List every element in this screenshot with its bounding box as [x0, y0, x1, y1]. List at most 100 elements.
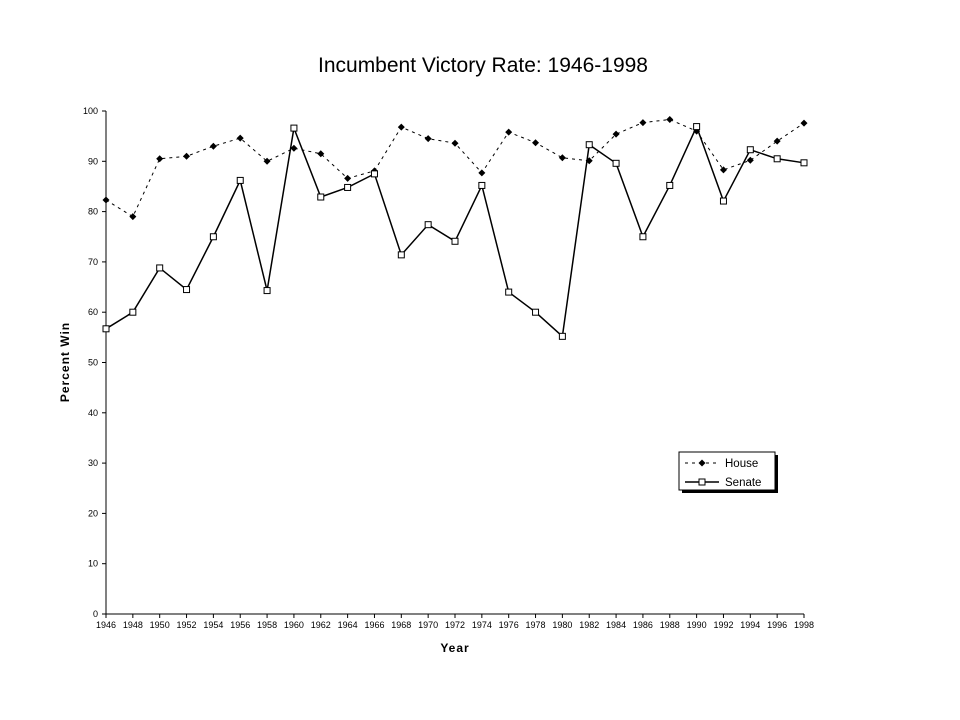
x-tick-label: 1986: [633, 620, 653, 630]
house-point: [558, 154, 566, 162]
house-point: [236, 134, 244, 142]
senate-point: [209, 233, 217, 241]
house-point: [129, 213, 137, 221]
senate-point: [719, 197, 727, 205]
house-point: [424, 135, 432, 143]
house-point: [290, 144, 298, 152]
legend: House Senate: [678, 451, 778, 493]
x-tick-label: 1966: [364, 620, 384, 630]
y-tick-label: 100: [83, 106, 98, 116]
legend-house-label: House: [725, 458, 758, 470]
senate-point: [451, 237, 459, 245]
x-tick-label: 1994: [740, 620, 760, 630]
senate-point: [746, 146, 754, 154]
y-axis-ticks: 0 10 20 30 40 50 60 70 80 90 100: [83, 106, 106, 619]
senate-point: [532, 308, 540, 316]
y-tick-label: 40: [88, 408, 98, 418]
legend-senate-label: Senate: [725, 477, 761, 489]
senate-point: [505, 288, 513, 296]
x-tick-label: 1982: [579, 620, 599, 630]
x-tick-label: 1958: [257, 620, 277, 630]
senate-point: [612, 159, 620, 167]
x-axis-ticks: 1946 1948 1950 1952 1954 1956 1958 1960 1962 1964…: [96, 614, 814, 630]
x-tick-label: 1950: [150, 620, 170, 630]
house-point: [666, 116, 674, 124]
senate-point: [290, 124, 298, 132]
x-tick-label: 1996: [767, 620, 787, 630]
y-tick-label: 20: [88, 508, 98, 518]
house-point: [209, 142, 217, 150]
x-tick-label: 1998: [794, 620, 814, 630]
house-point: [451, 139, 459, 147]
x-tick-label: 1990: [687, 620, 707, 630]
senate-point: [236, 176, 244, 184]
x-tick-label: 1956: [230, 620, 250, 630]
senate-point: [693, 123, 701, 131]
y-tick-label: 10: [88, 559, 98, 569]
y-tick-label: 60: [88, 307, 98, 317]
house-point: [505, 128, 513, 136]
house-point: [532, 139, 540, 147]
x-tick-label: 1988: [660, 620, 680, 630]
senate-point: [666, 181, 674, 189]
senate-point: [800, 159, 808, 167]
x-tick-label: 1978: [526, 620, 546, 630]
y-tick-label: 80: [88, 207, 98, 217]
senate-point: [370, 170, 378, 178]
chart-title: Incumbent Victory Rate: 1946-1998: [318, 54, 648, 77]
senate-point: [156, 264, 164, 272]
senate-series: [102, 123, 808, 340]
house-point: [263, 157, 271, 165]
house-point: [719, 166, 727, 174]
legend-senate-marker: [698, 478, 706, 486]
x-tick-label: 1968: [391, 620, 411, 630]
senate-point: [478, 181, 486, 189]
house-point: [317, 150, 325, 158]
senate-point: [129, 308, 137, 316]
x-tick-label: 1946: [96, 620, 116, 630]
y-tick-label: 50: [88, 358, 98, 368]
senate-point: [585, 141, 593, 149]
house-point: [639, 119, 647, 127]
y-tick-label: 70: [88, 257, 98, 267]
x-tick-label: 1976: [499, 620, 519, 630]
house-point: [344, 174, 352, 182]
x-tick-label: 1980: [552, 620, 572, 630]
senate-series-line: [105, 124, 805, 338]
y-axis-title: Percent Win: [58, 322, 72, 402]
senate-point: [317, 193, 325, 201]
senate-point: [344, 183, 352, 191]
x-tick-label: 1960: [284, 620, 304, 630]
x-axis-title: Year: [440, 641, 469, 655]
legend-box: [678, 451, 776, 491]
x-tick-label: 1984: [606, 620, 626, 630]
x-tick-label: 1948: [123, 620, 143, 630]
house-point: [156, 155, 164, 163]
house-point: [800, 119, 808, 127]
house-point: [746, 156, 754, 164]
senate-point: [558, 332, 566, 340]
x-tick-label: 1992: [713, 620, 733, 630]
senate-point: [639, 233, 647, 241]
senate-point: [424, 221, 432, 229]
house-series: [102, 116, 808, 221]
x-tick-label: 1962: [311, 620, 331, 630]
house-point: [102, 196, 110, 204]
senate-point: [102, 325, 110, 333]
senate-point: [397, 251, 405, 259]
house-point: [612, 130, 620, 138]
house-point: [183, 152, 191, 160]
senate-point: [183, 286, 191, 294]
house-point: [478, 169, 486, 177]
x-tick-label: 1952: [177, 620, 197, 630]
senate-point: [773, 155, 781, 163]
x-tick-label: 1964: [338, 620, 358, 630]
legend-items: House Senate: [685, 458, 761, 489]
y-tick-label: 90: [88, 156, 98, 166]
house-point: [397, 123, 405, 131]
x-tick-label: 1954: [203, 620, 223, 630]
legend-house-marker: [698, 459, 706, 467]
house-point: [773, 137, 781, 145]
